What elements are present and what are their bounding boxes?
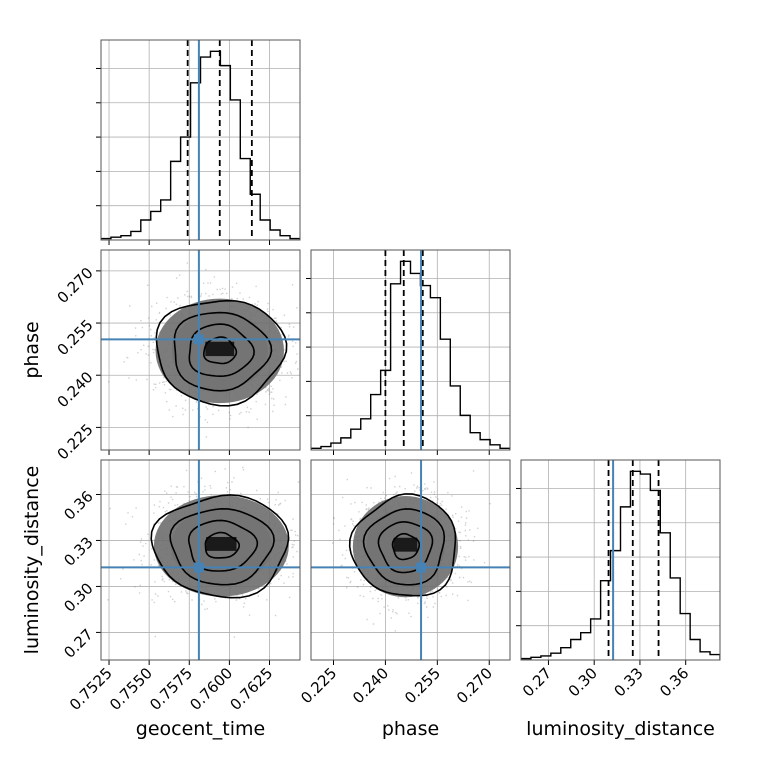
axis-labels: geocent_time phase luminosity_distancephas… <box>21 321 715 740</box>
y-tick-label: 0.36 <box>60 487 96 523</box>
contour-line <box>348 493 457 597</box>
contour-line <box>155 299 288 407</box>
y-tick-label: 0.30 <box>60 579 96 615</box>
y-tick-label: 0.33 <box>60 533 96 569</box>
x-axis-label: luminosity_distance <box>526 718 715 740</box>
contour-line <box>169 507 275 586</box>
panel-frame <box>100 249 301 451</box>
x-tick-label: 0.270 <box>453 664 496 707</box>
histogram-steps <box>101 50 300 240</box>
contour-line <box>391 532 421 561</box>
contour-line <box>204 531 241 559</box>
y-tick-label: 0.270 <box>54 264 97 307</box>
density-core <box>393 537 418 552</box>
x-tick-label: 0.7625 <box>226 664 276 714</box>
x-tick-label: 0.240 <box>349 664 392 707</box>
y-tick-label: 0.27 <box>60 625 96 661</box>
contour-line <box>150 494 290 599</box>
histogram-phase <box>306 249 511 455</box>
truth-marker <box>416 562 427 573</box>
panel-frame <box>100 459 301 661</box>
truth-marker <box>193 334 204 345</box>
histogram-luminosity_distance <box>516 459 721 665</box>
y-tick-label: 0.240 <box>54 368 97 411</box>
histogram-steps <box>311 260 510 450</box>
scatter-geocent_time-vs-phase <box>96 249 301 455</box>
y-tick-label: 0.225 <box>54 420 97 463</box>
panel-frame <box>520 459 721 661</box>
contour-line <box>188 323 255 378</box>
contour-line <box>362 508 446 586</box>
scatter-geocent_time-vs-luminosity_distance <box>96 459 301 665</box>
x-tick-label: 0.225 <box>297 664 340 707</box>
x-tick-label: 0.255 <box>401 664 444 707</box>
truth-marker <box>193 562 204 573</box>
histogram-steps <box>521 470 720 660</box>
x-axis-label: phase <box>382 718 439 740</box>
x-axis-label: geocent_time <box>136 718 265 740</box>
x-tick-label: 0.7525 <box>66 664 116 714</box>
scatter-phase-vs-luminosity_distance <box>310 459 511 665</box>
x-tick-label: 0.33 <box>610 664 646 700</box>
panel-frame <box>310 459 511 661</box>
y-axis-label: luminosity_distance <box>21 466 43 655</box>
x-tick-label: 0.36 <box>656 664 692 700</box>
panel-frame <box>310 249 511 451</box>
x-tick-label: 0.30 <box>565 664 601 700</box>
x-tick-label: 0.7575 <box>146 664 196 714</box>
x-tick-label: 0.7600 <box>186 664 236 714</box>
density-core <box>205 341 235 357</box>
x-tick-label: 0.27 <box>519 664 555 700</box>
y-axis-label: phase <box>21 321 43 378</box>
histogram-geocent_time <box>96 39 301 245</box>
density-core <box>206 536 237 551</box>
contour-line <box>173 311 273 392</box>
x-tick-label: 0.7550 <box>106 664 156 714</box>
y-tick-label: 0.255 <box>54 316 97 359</box>
panel-frame <box>100 39 301 241</box>
